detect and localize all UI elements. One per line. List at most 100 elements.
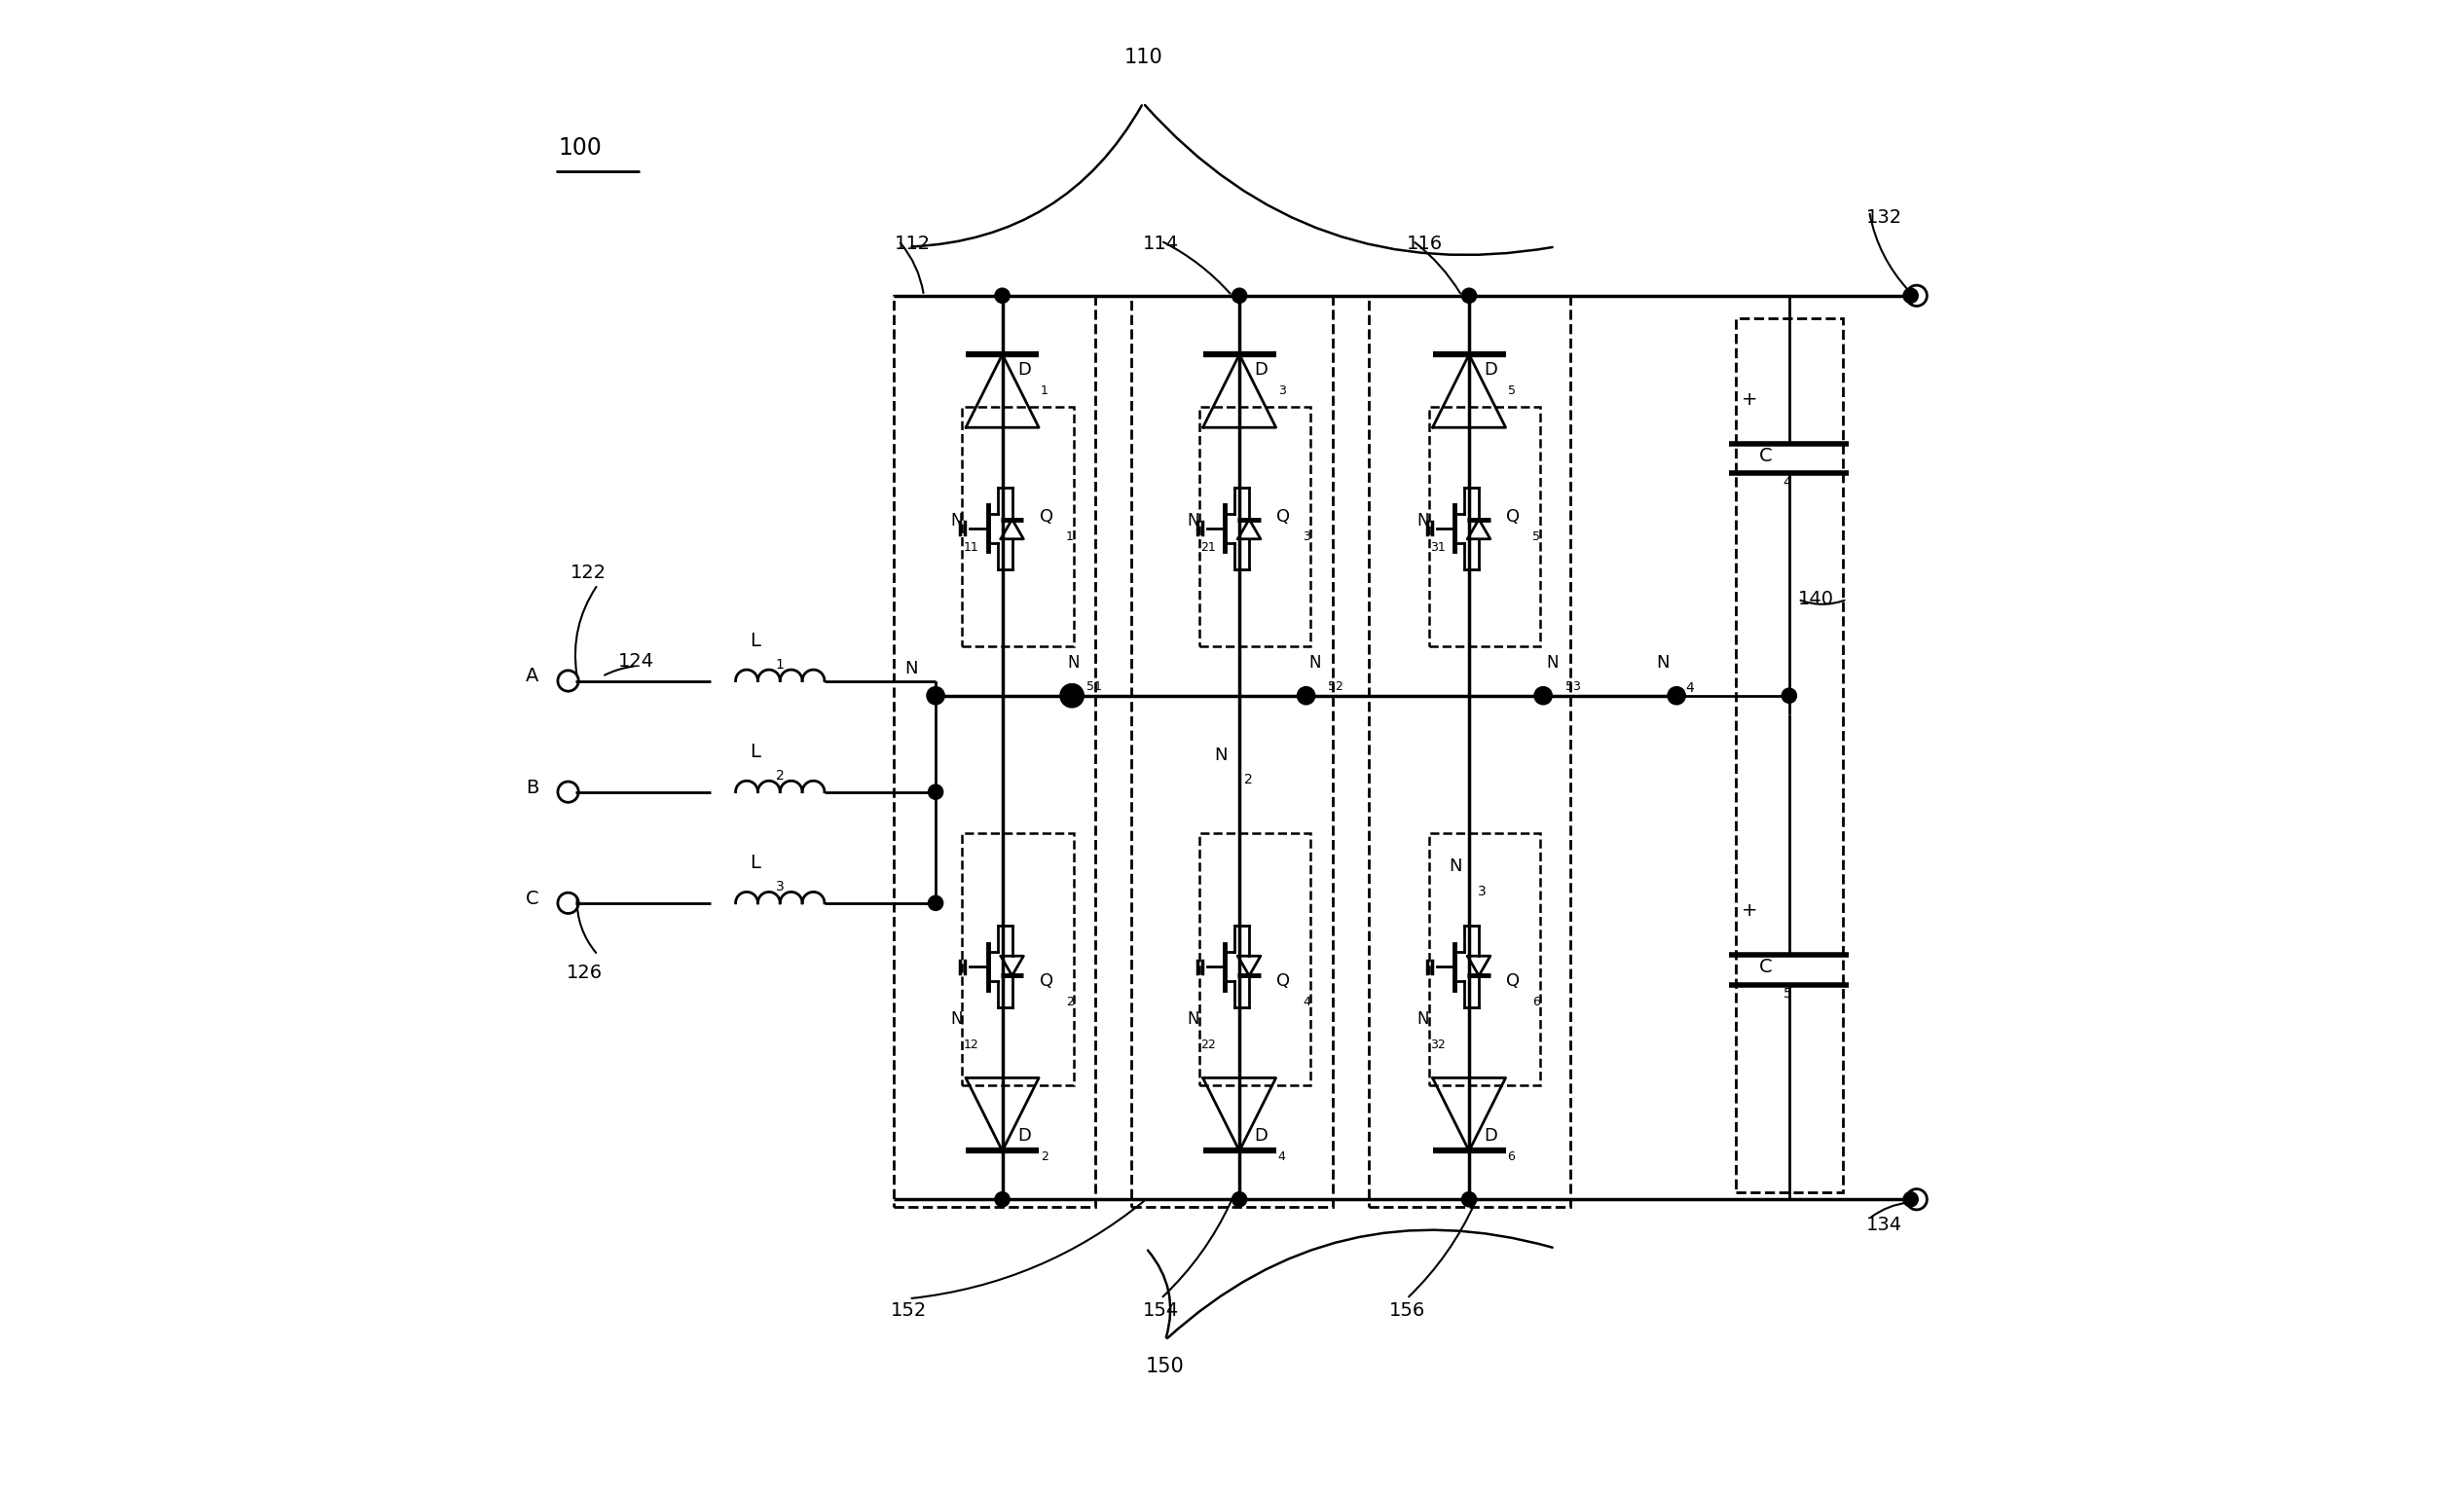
Text: 5: 5 <box>1784 987 1791 1000</box>
Circle shape <box>926 686 944 704</box>
Text: 2: 2 <box>1067 996 1074 1009</box>
Text: D: D <box>1254 1127 1269 1144</box>
Text: +: + <box>1742 901 1757 919</box>
Text: 134: 134 <box>1865 1215 1902 1233</box>
Text: A: A <box>525 667 540 686</box>
Circle shape <box>929 785 944 800</box>
Text: 126: 126 <box>567 963 604 982</box>
Text: N: N <box>1417 1009 1429 1027</box>
Bar <box>963 407 1074 647</box>
Circle shape <box>1296 686 1316 704</box>
Text: N: N <box>1188 513 1200 529</box>
Text: 51: 51 <box>1087 680 1101 694</box>
Text: L: L <box>749 631 761 650</box>
Text: +: + <box>1742 390 1757 408</box>
Text: 100: 100 <box>557 136 601 158</box>
Text: 6: 6 <box>1508 1150 1515 1163</box>
Text: N: N <box>1067 655 1079 671</box>
Bar <box>1131 296 1333 1206</box>
Text: N: N <box>1449 857 1461 875</box>
Circle shape <box>1232 289 1247 303</box>
Text: 132: 132 <box>1865 208 1902 226</box>
Text: 12: 12 <box>963 1039 978 1051</box>
Text: Q: Q <box>1276 973 1291 990</box>
Bar <box>1200 833 1311 1085</box>
Text: C: C <box>525 890 540 907</box>
Text: 31: 31 <box>1432 541 1446 553</box>
Text: 116: 116 <box>1407 235 1444 253</box>
Text: Q: Q <box>1276 508 1291 525</box>
Text: 152: 152 <box>892 1301 926 1320</box>
Circle shape <box>1535 686 1552 704</box>
Text: 1: 1 <box>934 686 944 700</box>
Text: 2: 2 <box>776 768 784 782</box>
Text: N: N <box>1215 746 1227 764</box>
Text: D: D <box>1483 360 1498 378</box>
Text: 4: 4 <box>1784 475 1791 489</box>
Text: N: N <box>1417 513 1429 529</box>
Bar <box>1735 318 1843 1192</box>
Text: 3: 3 <box>1279 384 1286 396</box>
Text: 3: 3 <box>1478 885 1486 898</box>
Text: 2: 2 <box>1244 773 1252 786</box>
Text: N: N <box>1308 655 1321 671</box>
Text: 154: 154 <box>1143 1301 1178 1320</box>
Text: L: L <box>749 743 761 761</box>
Text: 124: 124 <box>618 652 655 671</box>
Text: Q: Q <box>1506 508 1520 525</box>
Text: 140: 140 <box>1799 591 1833 608</box>
Text: 4: 4 <box>1279 1150 1286 1163</box>
Text: N: N <box>1656 655 1668 671</box>
Bar <box>1429 407 1540 647</box>
Text: N: N <box>1545 655 1557 671</box>
Text: N: N <box>951 1009 963 1027</box>
Text: Q: Q <box>1506 973 1520 990</box>
Text: 32: 32 <box>1432 1039 1446 1051</box>
Text: 1: 1 <box>1067 531 1074 544</box>
Text: 110: 110 <box>1124 48 1163 67</box>
Circle shape <box>1060 683 1084 707</box>
Text: C: C <box>1759 447 1772 465</box>
Text: 1: 1 <box>1040 384 1050 396</box>
Text: 5: 5 <box>1508 384 1515 396</box>
Text: 22: 22 <box>1200 1039 1217 1051</box>
Text: 5: 5 <box>1533 531 1540 544</box>
Text: 112: 112 <box>894 235 931 253</box>
Circle shape <box>1781 688 1796 703</box>
Circle shape <box>995 1192 1010 1206</box>
Circle shape <box>1902 1192 1917 1206</box>
Bar <box>963 833 1074 1085</box>
Text: Q: Q <box>1040 508 1052 525</box>
Bar <box>1368 296 1570 1206</box>
Bar <box>1429 833 1540 1085</box>
Text: L: L <box>749 854 761 872</box>
Circle shape <box>1461 289 1476 303</box>
Text: 4: 4 <box>1685 682 1693 695</box>
Text: 1: 1 <box>776 658 784 671</box>
Text: 122: 122 <box>572 564 606 582</box>
Text: N: N <box>951 513 963 529</box>
Circle shape <box>1461 1192 1476 1206</box>
Circle shape <box>1902 289 1917 303</box>
Circle shape <box>1232 1192 1247 1206</box>
Circle shape <box>995 289 1010 303</box>
Text: Q: Q <box>1040 973 1052 990</box>
Bar <box>894 296 1096 1206</box>
Text: 114: 114 <box>1143 235 1178 253</box>
Text: 52: 52 <box>1328 680 1343 694</box>
Text: 150: 150 <box>1146 1357 1185 1377</box>
Text: 21: 21 <box>1200 541 1217 553</box>
Circle shape <box>1668 686 1685 704</box>
Text: 3: 3 <box>1303 531 1311 544</box>
Text: D: D <box>1018 1127 1030 1144</box>
Text: C: C <box>1759 957 1772 976</box>
Text: N: N <box>1188 1009 1200 1027</box>
Text: 2: 2 <box>1040 1150 1050 1163</box>
Text: 4: 4 <box>1303 996 1311 1009</box>
Text: B: B <box>525 779 540 797</box>
Text: 3: 3 <box>776 881 784 894</box>
Text: N: N <box>904 661 919 677</box>
Bar <box>1200 407 1311 647</box>
Text: D: D <box>1254 360 1269 378</box>
Text: 11: 11 <box>963 541 978 553</box>
